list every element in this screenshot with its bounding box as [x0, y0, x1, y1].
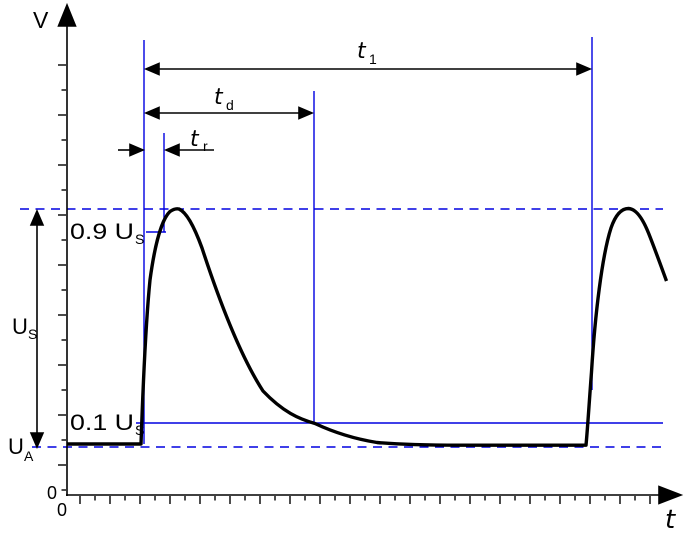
tr-label-main: t — [190, 127, 200, 152]
t1-dimension-arrow — [143, 62, 593, 76]
t1-label: t 1 — [357, 39, 377, 67]
ua-label-main: U — [8, 434, 24, 459]
us-label: U S — [12, 314, 37, 342]
x-axis — [66, 485, 684, 505]
level-01-label: 0.1 U S — [70, 410, 144, 438]
x-axis-ticks — [79, 496, 651, 504]
x-axis-label: t — [665, 505, 676, 535]
level-01-label-main: 0.1 U — [70, 410, 134, 435]
t1-label-main: t — [357, 39, 367, 64]
level-09-label-sub: S — [135, 231, 144, 247]
td-arrowhead-left — [143, 106, 160, 120]
us-arrowhead-bottom — [29, 432, 45, 450]
td-arrowhead-right — [298, 106, 315, 120]
ua-label-sub: A — [24, 448, 34, 464]
t1-arrowhead-left — [143, 62, 160, 76]
y-axis-label: V — [33, 7, 49, 33]
y-axis-ticks — [58, 64, 66, 491]
y-axis — [57, 2, 77, 496]
level-09-label-main: 0.9 U — [70, 219, 134, 244]
level-09-label: 0.9 U S — [70, 219, 144, 247]
waveform-curve — [67, 206, 669, 447]
tr-label-sub: r — [203, 138, 208, 154]
x-origin-label: 0 — [57, 500, 67, 520]
td-label-main: t — [214, 85, 224, 110]
x-axis-arrowhead — [658, 485, 684, 505]
us-arrowhead-top — [29, 208, 45, 226]
us-label-sub: S — [28, 326, 37, 342]
tr-arrowhead-left — [129, 143, 146, 157]
ua-label: U A — [8, 434, 34, 464]
us-label-main: U — [12, 314, 28, 339]
td-label-sub: d — [226, 97, 234, 113]
us-amplitude-arrow — [29, 208, 45, 450]
tr-arrowhead-right — [163, 143, 180, 157]
tr-label: t r — [190, 127, 208, 154]
tr-dimension-arrows — [118, 143, 214, 157]
td-dimension-arrow — [143, 106, 315, 120]
y-origin-label: 0 — [47, 483, 57, 503]
level-dashlines — [20, 208, 667, 448]
td-label: t d — [214, 85, 234, 113]
t1-arrowhead-right — [576, 62, 593, 76]
t1-label-sub: 1 — [369, 51, 377, 67]
y-axis-arrowhead — [57, 2, 77, 27]
level-01-label-sub: S — [135, 422, 144, 438]
